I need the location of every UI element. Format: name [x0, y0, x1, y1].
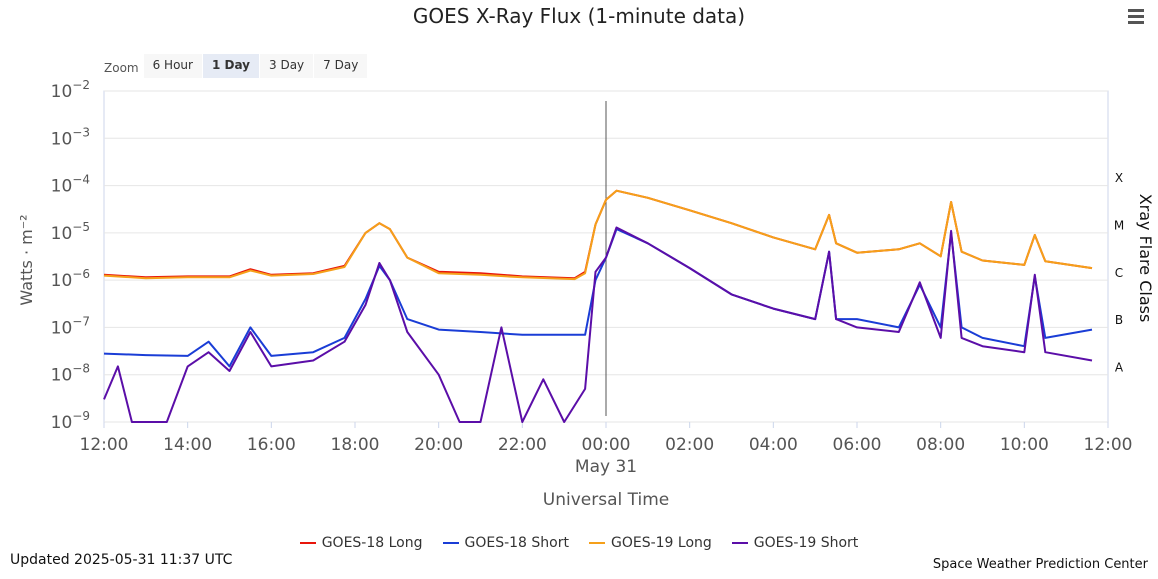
legend-swatch — [589, 542, 605, 544]
x-tick-label: 12:00 — [80, 435, 129, 455]
y-axis: 10−9 10−8 10−7 10−6 10−5 10−4 10−3 10−2 — [51, 78, 90, 433]
x-tick-label: 02:00 — [665, 435, 714, 455]
y-tick-label: 10−6 — [51, 267, 90, 291]
series-line-goes-18-long — [103, 189, 1093, 280]
legend: GOES-18 Long GOES-18 Short GOES-19 Long … — [0, 535, 1158, 551]
y2-axis-title: Xray Flare Class — [1136, 194, 1155, 323]
y-tick-label: 10−2 — [51, 78, 90, 102]
x-tick-label: 06:00 — [833, 435, 882, 455]
legend-label: GOES-18 Long — [321, 535, 423, 551]
legend-label: GOES-19 Long — [611, 535, 712, 551]
x-tick-label: 10:00 — [1000, 435, 1049, 455]
series-line-goes-19-short — [103, 226, 1093, 423]
flare-class-label: X — [1115, 171, 1123, 185]
y-tick-label: 10−9 — [51, 409, 90, 433]
zoom-controls: Zoom 6 Hour 1 Day 3 Day 7 Day — [104, 54, 368, 78]
x-tick-label: 20:00 — [414, 435, 463, 455]
x-tick-label: 14:00 — [163, 435, 212, 455]
x-tick-label: 04:00 — [749, 435, 798, 455]
date-label: May 31 — [575, 457, 637, 477]
legend-swatch — [442, 542, 459, 544]
x-axis: 12:00 14:00 16:00 18:00 20:00 22:00 00:00 02:00… — [80, 422, 1133, 477]
zoom-label: Zoom — [104, 61, 139, 75]
y-tick-label: 10−3 — [51, 125, 90, 149]
x-tick-label: 22:00 — [498, 435, 547, 455]
x-axis-title: Universal Time — [543, 490, 669, 510]
y-axis-title: Watts · m⁻² — [17, 214, 36, 305]
updated-timestamp: Updated 2025-05-31 11:37 UTC — [10, 552, 233, 568]
series-layer — [103, 189, 1093, 423]
y-tick-label: 10−5 — [51, 220, 90, 244]
legend-label: GOES-18 Short — [464, 535, 570, 551]
chart-title: GOES X-Ray Flux (1-minute data) — [412, 4, 746, 28]
legend-label: GOES-19 Short — [753, 535, 859, 551]
flare-class-label: M — [1114, 219, 1124, 233]
series-line-goes-19-long — [103, 189, 1093, 281]
legend-item-goes19-short[interactable]: GOES-19 Short — [731, 535, 859, 551]
x-tick-label: 08:00 — [916, 435, 965, 455]
flare-class-label: A — [1115, 360, 1124, 374]
x-tick-label: 16:00 — [247, 435, 296, 455]
legend-item-goes18-short[interactable]: GOES-18 Short — [442, 535, 570, 551]
credit-text: Space Weather Prediction Center — [932, 557, 1148, 572]
y-tick-label: 10−4 — [51, 173, 90, 197]
legend-item-goes19-long[interactable]: GOES-19 Long — [589, 535, 712, 551]
flare-class-axis: A B C M X — [1114, 171, 1124, 374]
flare-class-label: B — [1115, 313, 1123, 327]
legend-swatch — [299, 542, 316, 544]
y-tick-label: 10−8 — [51, 362, 90, 386]
legend-swatch — [731, 542, 748, 544]
zoom-3-day-button[interactable]: 3 Day — [260, 54, 314, 78]
x-tick-label: 12:00 — [1084, 435, 1133, 455]
hamburger-menu-icon[interactable] — [1122, 6, 1150, 30]
y-tick-label: 10−7 — [51, 314, 90, 338]
zoom-7-day-button[interactable]: 7 Day — [314, 54, 368, 78]
zoom-6-hour-button[interactable]: 6 Hour — [143, 54, 202, 78]
legend-item-goes18-long[interactable]: GOES-18 Long — [299, 535, 423, 551]
x-tick-label: 00:00 — [582, 435, 631, 455]
x-tick-label: 18:00 — [331, 435, 380, 455]
flare-class-label: C — [1115, 266, 1123, 280]
zoom-1-day-button[interactable]: 1 Day — [202, 54, 259, 78]
